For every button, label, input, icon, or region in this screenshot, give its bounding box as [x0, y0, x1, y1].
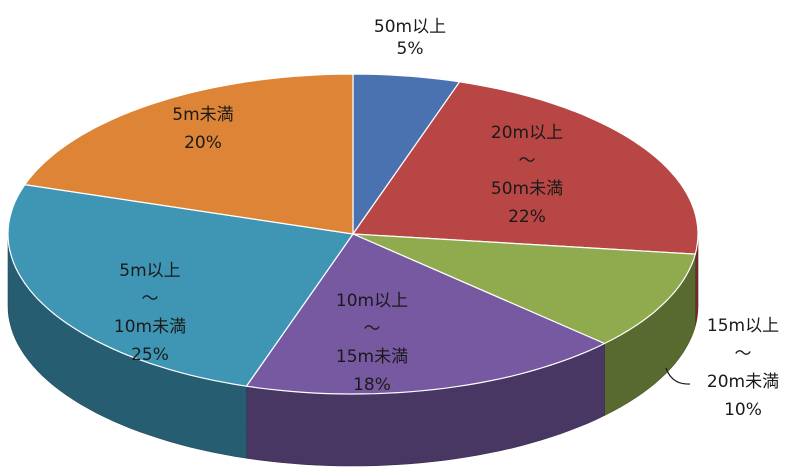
slice-label-line: 20m未満 [707, 372, 779, 392]
slice-label-line: 15m未満 [336, 347, 408, 367]
pie-slice-5 [24, 73, 354, 235]
slice-label-line: 20m以上 [491, 123, 563, 143]
slice-label-2: 15m以上 ～ 20m未満 10% [665, 316, 779, 420]
slice-label-line: 50m以上 [374, 17, 446, 37]
slice-percent: 20% [184, 133, 222, 153]
slice-label-line: 10m以上 [336, 291, 408, 311]
slice-percent: 18% [353, 375, 391, 395]
slice-label-line: 50m未満 [491, 179, 563, 199]
pie-slice-4 [7, 184, 354, 387]
slice-percent: 22% [508, 207, 546, 227]
pie-top-faces [7, 73, 699, 395]
pie-slice-0 [352, 73, 461, 235]
slice-percent: 10% [724, 400, 762, 420]
slice-label-1: 20m以上 ～ 50m未満 22% [491, 123, 563, 227]
slice-label-line: ～ [142, 289, 159, 309]
slice-label-3: 10m以上 ～ 15m未満 18% [336, 291, 408, 395]
slice-label-line: 5m以上 [119, 261, 180, 281]
slice-label-line: ～ [735, 344, 752, 364]
pie-slice-1 [352, 81, 699, 255]
slice-label-4: 5m以上 ～ 10m未満 25% [114, 261, 186, 365]
slice-label-line: 5m未満 [172, 105, 233, 125]
slice-label-line: ～ [364, 319, 381, 339]
slice-label-line: ～ [519, 151, 536, 171]
slice-percent: 5% [397, 39, 424, 59]
leader-line [665, 367, 691, 385]
slice-label-line: 10m未満 [114, 317, 186, 337]
pie-slice-2 [352, 233, 696, 345]
slice-percent: 25% [131, 345, 169, 365]
slice-label-5: 5m未満 20% [172, 105, 233, 153]
pie-slice-3 [245, 233, 606, 395]
slice-label-line: 15m以上 [707, 316, 779, 336]
